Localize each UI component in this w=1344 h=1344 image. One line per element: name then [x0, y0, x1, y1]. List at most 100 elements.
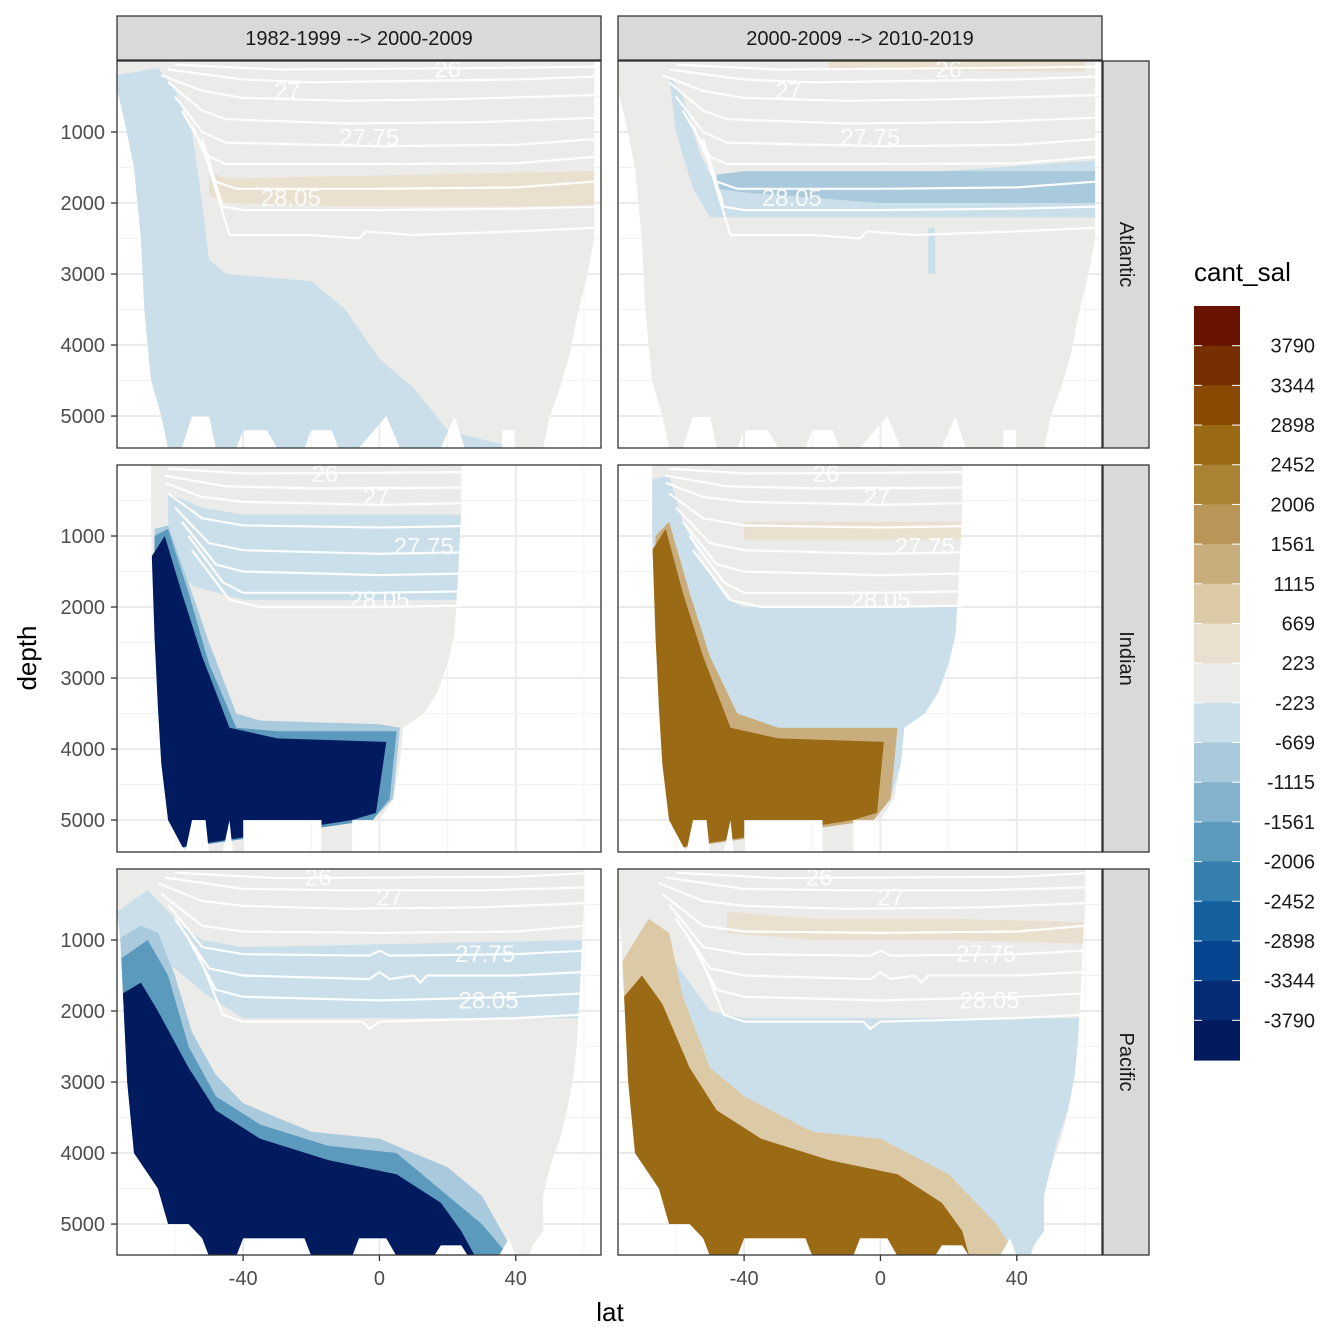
- isopycnal-line: [187, 535, 462, 594]
- legend-label: 2898: [1271, 415, 1316, 437]
- x-tick-label: 40: [505, 1268, 527, 1290]
- row-strip-atlantic: Atlantic: [1102, 60, 1150, 449]
- column-strip-2: 2000-2009 --> 2010-2019: [617, 15, 1103, 61]
- isopycnal-label: 26: [806, 865, 833, 892]
- isopycnal-label: 26: [305, 865, 332, 892]
- x-tick-label: 40: [1006, 1268, 1028, 1290]
- legend-label: 2452: [1271, 455, 1316, 477]
- y-tick-label: 4000: [61, 335, 106, 357]
- column-strip-1: 1982-1999 --> 2000-2009: [116, 15, 602, 61]
- isopycnal-line: [191, 549, 462, 609]
- y-tick-label: 5000: [61, 810, 106, 832]
- legend-label: -223: [1275, 693, 1315, 715]
- isopycnal-line: [167, 492, 462, 529]
- y-tick-label: 5000: [61, 1214, 106, 1236]
- legend-label: 669: [1282, 613, 1315, 635]
- isopycnal-line: [668, 903, 1086, 957]
- isopycnal-label: 27.75: [394, 534, 454, 561]
- fill-region: [716, 171, 1096, 203]
- isopycnal-label: 27: [274, 78, 301, 105]
- isopycnal-line: [201, 138, 595, 212]
- y-tick-label: 1000: [61, 526, 106, 548]
- legend-label: 1115: [1273, 574, 1315, 596]
- x-tick-label: 0: [374, 1268, 385, 1290]
- legend-label: -2898: [1264, 931, 1315, 953]
- row-strip-label: Indian: [1115, 631, 1137, 686]
- isopycnal-line: [669, 467, 963, 475]
- legend-color-step: [1194, 663, 1240, 704]
- y-tick-label: 5000: [61, 406, 106, 428]
- legend-label: -2452: [1264, 891, 1315, 913]
- isopycnal-label: 27: [376, 884, 403, 911]
- panel-atlantic-2: 26 27 27.75 28.05: [617, 57, 1103, 449]
- isopycnal-line: [167, 68, 595, 84]
- isopycnal-label: 28.05: [261, 185, 321, 212]
- isopycnal-line: [688, 535, 963, 594]
- y-tick-label: 4000: [61, 739, 106, 761]
- panel-pacific-2: 26 27 27.75 28.05: [617, 865, 1103, 1256]
- legend-label: 223: [1282, 653, 1315, 675]
- legend-label: -669: [1275, 733, 1315, 755]
- legend-label: 3344: [1271, 375, 1316, 397]
- panel-border: [617, 60, 1103, 449]
- panel-atlantic-1: 26 27 27.75 28.05: [116, 57, 602, 449]
- fill-region: [928, 227, 935, 274]
- isopycnal-label: 27: [775, 78, 802, 105]
- panel-pacific-1: 26 27 27.75 28.05: [116, 865, 602, 1256]
- column-strip-label: 2000-2009 --> 2010-2019: [746, 28, 973, 50]
- panel-border: [116, 464, 602, 853]
- isopycnal-label: 27: [877, 884, 904, 911]
- y-tick-label: 3000: [61, 1072, 106, 1094]
- isopycnal-line: [668, 81, 1096, 125]
- panel-border: [617, 464, 1103, 853]
- isopycnal-line: [167, 903, 585, 957]
- isopycnal-line: [668, 68, 1096, 84]
- axes-layer: 1982-1999 --> 2000-2009 2000-2009 --> 201…: [61, 15, 1150, 1290]
- isopycnal-label: 26: [312, 461, 339, 488]
- isopycnal-line: [675, 871, 1086, 880]
- isopycnal-label: 26: [434, 57, 461, 84]
- isopycnal-label: 28.05: [959, 987, 1019, 1014]
- legend-color-step: [1194, 623, 1240, 664]
- fill-region: [652, 528, 884, 852]
- y-tick-label: 2000: [61, 193, 106, 215]
- fill-region: [618, 61, 1096, 448]
- fill-region: [727, 911, 1085, 944]
- isopycnal-line: [164, 481, 462, 506]
- y-tick-label: 2000: [61, 1001, 106, 1023]
- panel-border: [617, 868, 1103, 1256]
- isopycnal-line: [174, 63, 595, 71]
- isopycnal-line: [168, 467, 462, 475]
- isopycnal-line: [173, 918, 585, 985]
- legend-color-step: [1194, 782, 1240, 823]
- y-tick-label: 3000: [61, 264, 106, 286]
- isopycnal-line: [174, 506, 462, 555]
- panel-border: [116, 868, 602, 1256]
- row-strip-label: Atlantic: [1115, 222, 1137, 288]
- isopycnal-line: [695, 946, 1086, 1031]
- legend-label: -1561: [1264, 812, 1315, 834]
- isopycnal-label: 27.75: [840, 125, 900, 152]
- isopycnal-line: [658, 882, 1086, 910]
- isopycnal-line: [674, 918, 1086, 985]
- legend: cant_sal 3790 3344 2898 2452 2006 1561 1115 669 2…: [1194, 257, 1315, 1061]
- isopycnal-line: [708, 167, 1096, 240]
- legend-color-step: [1194, 940, 1240, 982]
- isopycnal-line: [164, 876, 585, 892]
- y-tick-label: 4000: [61, 1143, 106, 1165]
- isopycnal-label: 27: [363, 484, 390, 511]
- row-strip-label: Pacific: [1115, 1033, 1137, 1092]
- y-axis-title: depth: [12, 625, 42, 690]
- y-tick-label: 1000: [61, 122, 106, 144]
- legend-label: -3344: [1264, 971, 1315, 993]
- row-strip-indian: Indian: [1102, 464, 1150, 853]
- isopycnal-line: [665, 481, 963, 506]
- legend-color-step: [1194, 901, 1240, 942]
- isopycnal-label: 26: [935, 57, 962, 84]
- isopycnal-label: 28.05: [850, 587, 910, 614]
- isopycnal-line: [157, 882, 585, 910]
- isopycnal-line: [160, 74, 595, 102]
- column-strip-label: 1982-1999 --> 2000-2009: [245, 28, 472, 50]
- x-tick-label: -40: [229, 1268, 258, 1290]
